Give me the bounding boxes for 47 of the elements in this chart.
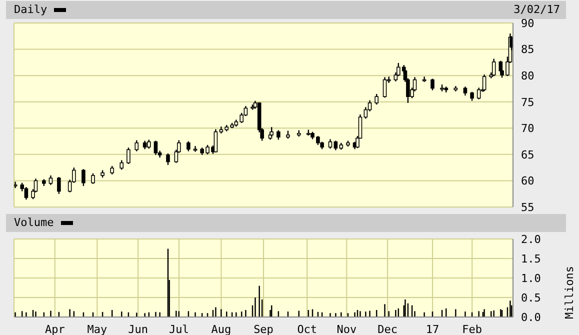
candlestick — [166, 152, 170, 166]
y-tick-label: 2.0 — [521, 232, 541, 246]
y-tick-label: 0.0 — [521, 310, 541, 324]
candlestick — [82, 168, 86, 187]
x-tick-label: Feb — [462, 322, 482, 335]
candlestick — [126, 146, 130, 164]
candlestick — [186, 140, 190, 152]
y-tick-label: 0.5 — [521, 291, 541, 304]
candlestick — [154, 140, 158, 156]
y-tick-label: 1.0 — [521, 272, 541, 285]
candlestick — [374, 93, 378, 106]
candlestick — [328, 138, 332, 150]
candlestick — [214, 128, 218, 153]
candlestick — [120, 160, 124, 170]
text: 3/02/17 — [514, 3, 560, 16]
x-tick-label: Jul — [169, 322, 189, 335]
y-tick-label: 80 — [521, 69, 534, 82]
x-tick-label: Apr — [44, 322, 66, 335]
x-tick-label: Dec — [378, 322, 398, 335]
x-tick-label: Jun — [128, 322, 148, 335]
chart-title: Daily — [14, 3, 48, 16]
y-axis-title: Millions — [563, 265, 577, 319]
candlestick — [276, 130, 280, 140]
candlestick — [57, 176, 61, 194]
x-tick-label: Nov — [336, 322, 357, 335]
candlestick — [430, 78, 434, 91]
candlestick — [382, 76, 387, 98]
y-tick-label: 75 — [521, 96, 534, 109]
x-tick-label: May — [87, 322, 108, 335]
x-tick-label: Oct — [297, 322, 318, 335]
candlestick — [24, 186, 28, 200]
x-tick-label: Aug — [211, 322, 232, 335]
x-tick-label: 17 — [426, 322, 440, 335]
candlestick — [91, 172, 95, 184]
candlestick — [476, 87, 481, 100]
candlestick — [48, 174, 53, 186]
y-tick-label: 85 — [521, 43, 534, 56]
candlestick — [134, 140, 139, 152]
x-tick-label: Sep — [254, 322, 274, 335]
y-tick-label: 60 — [521, 174, 534, 188]
y-tick-label: 70 — [521, 122, 534, 136]
y-tick-label: 65 — [521, 148, 534, 162]
y-tick-label: 55 — [521, 200, 534, 214]
chart-title: Volume — [14, 216, 54, 229]
y-tick-label: 1.5 — [521, 252, 541, 266]
candlestick — [492, 58, 496, 77]
y-tick-label: 90 — [521, 16, 534, 30]
